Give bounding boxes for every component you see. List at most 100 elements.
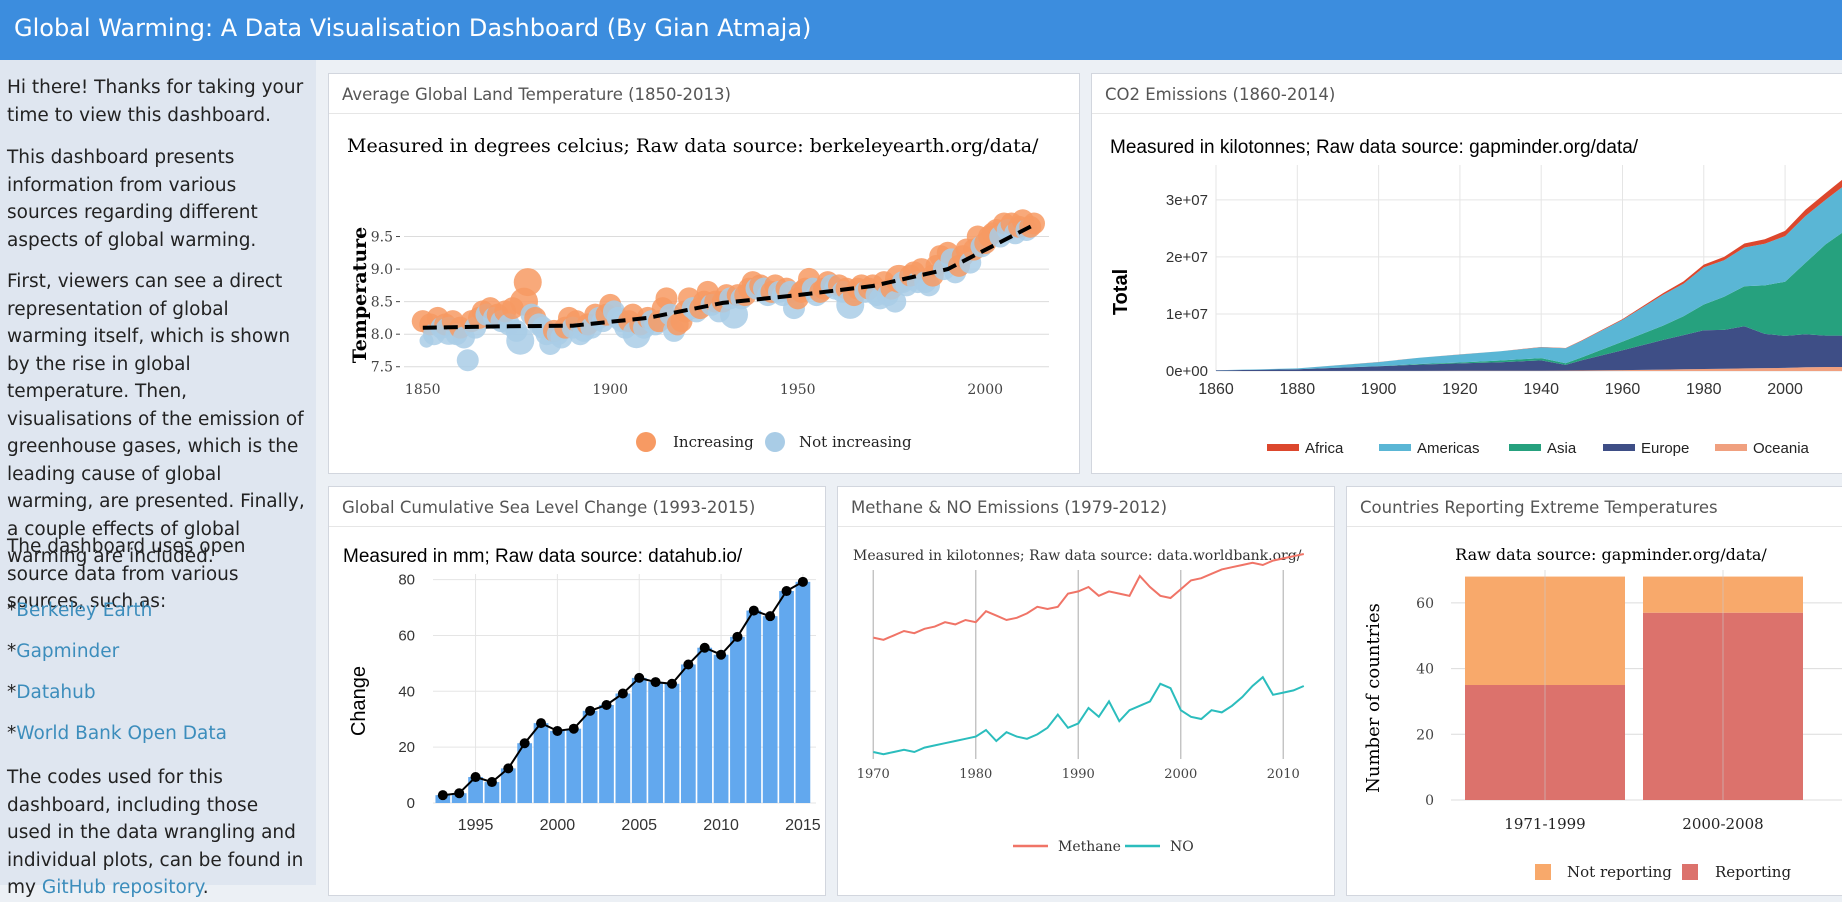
legend-swatch-not-increasing bbox=[765, 432, 785, 452]
x-tick-label: 2010 bbox=[1267, 767, 1300, 782]
sea-level-box-title: Global Cumulative Sea Level Change (1993… bbox=[329, 487, 825, 527]
world-bank-link[interactable]: World Bank Open Data bbox=[16, 723, 227, 744]
x-tick-label: 1990 bbox=[1062, 767, 1095, 782]
series-line-methane bbox=[873, 553, 1305, 641]
bar bbox=[500, 768, 516, 803]
x-tick-label: 1971-1999 bbox=[1504, 815, 1585, 833]
sidebar-link-datahub[interactable]: *Datahub bbox=[7, 682, 96, 703]
point bbox=[634, 672, 645, 683]
point-increasing bbox=[1023, 212, 1045, 235]
bar bbox=[746, 610, 762, 803]
legend-swatch-asia bbox=[1509, 444, 1541, 451]
bar bbox=[795, 581, 811, 803]
point bbox=[716, 649, 727, 660]
x-tick-label: 1980 bbox=[959, 767, 992, 782]
x-tick-label: 1995 bbox=[458, 817, 494, 834]
bar bbox=[484, 782, 500, 803]
point bbox=[617, 688, 628, 699]
legend-swatch-africa bbox=[1267, 444, 1299, 451]
y-axis-label: Change bbox=[348, 666, 370, 736]
berkeley-earth-link[interactable]: Berkeley Earth bbox=[16, 600, 153, 621]
co2-chart: Measured in kilotonnes; Raw data source:… bbox=[1110, 137, 1842, 457]
sea-level-chart: Measured in mm; Raw data source: datahub… bbox=[343, 546, 821, 834]
y-tick-label: 20 bbox=[1416, 727, 1434, 743]
extreme-temp-chart: Raw data source: gapminder.org/data/0 20 4… bbox=[1363, 545, 1842, 881]
bar bbox=[468, 777, 483, 803]
y-tick-label: 0 bbox=[1425, 793, 1434, 809]
x-tick-label: 2000 bbox=[967, 382, 1003, 398]
app-header: Global Warming: A Data Visualisation Das… bbox=[0, 0, 1842, 60]
series-line-no bbox=[873, 675, 1305, 756]
sea-level-box: Global Cumulative Sea Level Change (1993… bbox=[328, 486, 826, 896]
y-tick-label: 60 bbox=[398, 627, 415, 644]
chart-title: Measured in mm; Raw data source: datahub… bbox=[343, 546, 743, 567]
y-tick-label: 40 bbox=[1416, 662, 1434, 678]
y-tick-label: 8.0 bbox=[371, 327, 393, 343]
bar bbox=[599, 704, 614, 803]
area-europe bbox=[1216, 326, 1842, 371]
point bbox=[765, 611, 776, 622]
point-not-increasing bbox=[506, 326, 535, 355]
sidebar-intro: Hi there! Thanks for taking your time to… bbox=[7, 77, 304, 126]
legend-label-reporting: Reporting bbox=[1715, 863, 1791, 881]
x-tick-label: 2000 bbox=[1767, 381, 1803, 398]
legend-swatch-europe bbox=[1603, 444, 1635, 451]
sidebar-link-worldbank[interactable]: *World Bank Open Data bbox=[7, 723, 227, 744]
legend-label-oceania: Oceania bbox=[1753, 440, 1810, 457]
bar bbox=[631, 677, 647, 803]
datahub-link[interactable]: Datahub bbox=[16, 682, 96, 703]
extreme-temp-box-title: Countries Reporting Extreme Temperatures bbox=[1347, 487, 1842, 527]
point bbox=[666, 678, 677, 689]
legend-swatch-americas bbox=[1379, 444, 1411, 451]
extreme-temp-box: Countries Reporting Extreme Temperatures… bbox=[1346, 486, 1842, 896]
point bbox=[601, 699, 612, 710]
area-oceania bbox=[1216, 367, 1842, 371]
y-tick-label: 9.5 bbox=[371, 230, 393, 246]
temperature-box: Average Global Land Temperature (1850-20… bbox=[328, 73, 1080, 474]
bar bbox=[533, 723, 549, 803]
legend-label-europe: Europe bbox=[1641, 440, 1689, 457]
x-tick-label: 2000 bbox=[540, 817, 576, 834]
github-link[interactable]: GitHub repository bbox=[41, 877, 203, 898]
sidebar-link-berkeley[interactable]: *Berkeley Earth bbox=[7, 600, 153, 621]
chart-title: Raw data source: gapminder.org/data/ bbox=[1455, 545, 1767, 564]
legend-swatch-not-reporting bbox=[1535, 864, 1551, 880]
y-tick-label: 0 bbox=[407, 795, 415, 812]
bar bbox=[730, 636, 745, 803]
y-tick-label: 80 bbox=[398, 572, 415, 589]
x-tick-label: 1970 bbox=[857, 767, 890, 782]
y-tick-label: 7.5 bbox=[371, 360, 393, 376]
y-tick-label: 40 bbox=[398, 683, 415, 700]
co2-box-title: CO2 Emissions (1860-2014) bbox=[1092, 74, 1842, 114]
y-tick-label: 9.0 bbox=[371, 262, 393, 278]
y-tick-label: 8.5 bbox=[371, 295, 393, 311]
point bbox=[568, 723, 579, 734]
ghg-chart: Measured in kilotonnes; Raw data source:… bbox=[853, 548, 1305, 855]
trend-line bbox=[422, 223, 1035, 330]
sidebar-link-gapminder[interactable]: *Gapminder bbox=[7, 641, 120, 662]
ghg-box-title: Methane & NO Emissions (1979-2012) bbox=[838, 487, 1334, 527]
y-axis-label: Temperature bbox=[349, 227, 371, 364]
y-tick-label: 1e+07 bbox=[1166, 306, 1208, 323]
chart-title: Measured in degrees celcius; Raw data so… bbox=[347, 135, 1039, 157]
point bbox=[486, 777, 497, 788]
bar bbox=[779, 591, 794, 803]
gapminder-link[interactable]: Gapminder bbox=[16, 641, 120, 662]
x-tick-label: 1850 bbox=[405, 382, 441, 398]
y-tick-label: 3e+07 bbox=[1166, 192, 1208, 209]
y-axis-label: Total bbox=[1110, 269, 1132, 315]
legend-label-increasing: Increasing bbox=[673, 433, 754, 451]
x-tick-label: 1920 bbox=[1442, 381, 1478, 398]
legend-label-americas: Americas bbox=[1417, 440, 1480, 457]
bar bbox=[664, 683, 680, 803]
point bbox=[732, 631, 743, 642]
bar bbox=[582, 710, 598, 803]
x-tick-label: 1980 bbox=[1686, 381, 1722, 398]
y-tick-label: 0e+00 bbox=[1166, 363, 1208, 380]
point bbox=[503, 763, 514, 774]
x-tick-label: 1860 bbox=[1198, 381, 1234, 398]
x-tick-label: 2015 bbox=[785, 817, 821, 834]
point bbox=[748, 605, 759, 616]
chart-title: Measured in kilotonnes; Raw data source:… bbox=[1110, 137, 1639, 158]
point bbox=[683, 659, 694, 670]
